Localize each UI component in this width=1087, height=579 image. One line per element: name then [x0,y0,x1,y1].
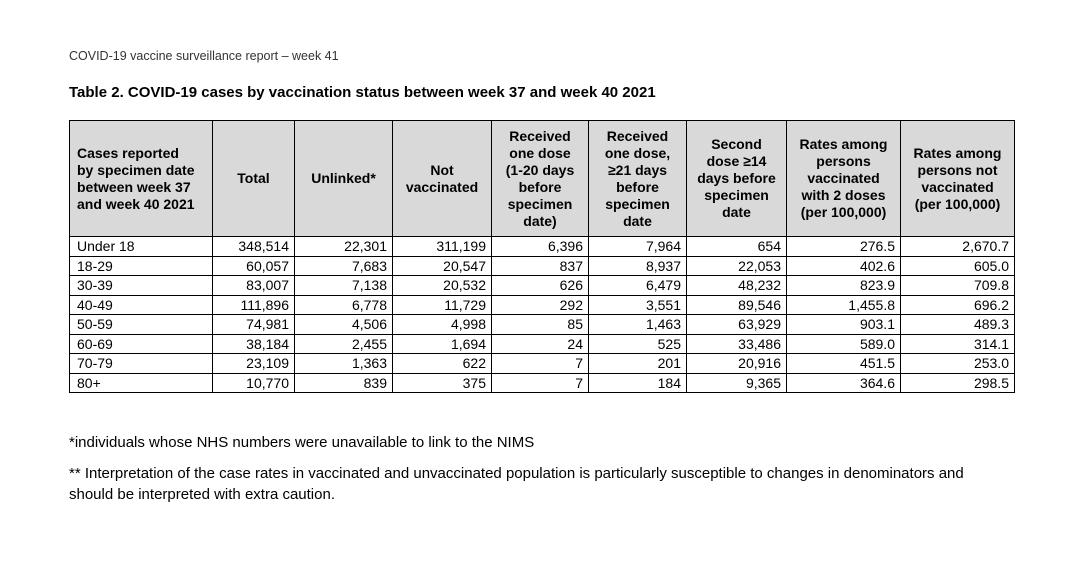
value-cell: 3,551 [588,294,687,315]
value-cell: 48,232 [686,275,787,296]
value-cell: 33,486 [686,333,787,354]
value-cell: 311,199 [392,236,492,257]
value-cell: 903.1 [786,314,901,335]
value-cell: 8,937 [588,255,687,276]
value-cell: 489.3 [900,314,1015,335]
value-cell: 20,532 [392,275,492,296]
value-cell: 22,301 [294,236,393,257]
age-group-cell: 60-69 [69,333,213,354]
value-cell: 6,479 [588,275,687,296]
value-cell: 314.1 [900,333,1015,354]
value-cell: 4,998 [392,314,492,335]
value-cell: 589.0 [786,333,901,354]
value-cell: 184 [588,372,687,393]
value-cell: 276.5 [786,236,901,257]
age-group-cell: 40-49 [69,294,213,315]
value-cell: 292 [491,294,589,315]
value-cell: 4,506 [294,314,393,335]
value-cell: 60,057 [212,255,295,276]
age-group-cell: Under 18 [69,236,213,257]
column-header: Total [212,120,295,237]
value-cell: 451.5 [786,353,901,374]
value-cell: 23,109 [212,353,295,374]
value-cell: 38,184 [212,333,295,354]
table-row: 60-69 38,184 2,455 1,694 24 525 33,486 589.0 314… [69,333,1015,354]
table-row: 30-39 83,007 7,138 20,532 626 6,479 48,232 823.… [69,275,1015,296]
value-cell: 111,896 [212,294,295,315]
table-row: 18-29 60,057 7,683 20,547 837 8,937 22,053 402.… [69,255,1015,276]
value-cell: 89,546 [686,294,787,315]
column-header: Cases reported by specimen date between … [69,120,213,237]
value-cell: 11,729 [392,294,492,315]
column-header: Received one dose (1-20 days before spec… [491,120,589,237]
footnote-unlinked: *individuals whose NHS numbers were unav… [69,434,535,451]
value-cell: 375 [392,372,492,393]
value-cell: 253.0 [900,353,1015,374]
value-cell: 7,964 [588,236,687,257]
value-cell: 83,007 [212,275,295,296]
value-cell: 364.6 [786,372,901,393]
value-cell: 1,455.8 [786,294,901,315]
column-header: Unlinked* [294,120,393,237]
value-cell: 626 [491,275,589,296]
value-cell: 9,365 [686,372,787,393]
column-header: Received one dose, ≥21 days before speci… [588,120,687,237]
value-cell: 201 [588,353,687,374]
value-cell: 525 [588,333,687,354]
age-group-cell: 80+ [69,372,213,393]
age-group-cell: 70-79 [69,353,213,374]
column-header: Not vaccinated [392,120,492,237]
running-header: COVID-19 vaccine surveillance report – w… [69,49,339,63]
value-cell: 837 [491,255,589,276]
value-cell: 6,778 [294,294,393,315]
table-title: Table 2. COVID-19 cases by vaccination s… [69,84,656,101]
cases-table: Cases reported by specimen date between … [69,120,1015,393]
value-cell: 7 [491,372,589,393]
value-cell: 823.9 [786,275,901,296]
value-cell: 1,463 [588,314,687,335]
value-cell: 74,981 [212,314,295,335]
value-cell: 7,138 [294,275,393,296]
value-cell: 7,683 [294,255,393,276]
value-cell: 22,053 [686,255,787,276]
table-row: 40-49 111,896 6,778 11,729 292 3,551 89,546 1,4… [69,294,1015,315]
age-group-cell: 50-59 [69,314,213,335]
value-cell: 402.6 [786,255,901,276]
value-cell: 2,455 [294,333,393,354]
value-cell: 2,670.7 [900,236,1015,257]
column-header: Second dose ≥14 days before specimen dat… [686,120,787,237]
table-row: 80+ 10,770 839 375 7 184 9,365 364.6 298.5 [69,372,1015,393]
value-cell: 654 [686,236,787,257]
value-cell: 839 [294,372,393,393]
value-cell: 696.2 [900,294,1015,315]
value-cell: 605.0 [900,255,1015,276]
value-cell: 85 [491,314,589,335]
value-cell: 10,770 [212,372,295,393]
age-group-cell: 30-39 [69,275,213,296]
value-cell: 622 [392,353,492,374]
value-cell: 63,929 [686,314,787,335]
value-cell: 24 [491,333,589,354]
table-row: Under 18 348,514 22,301 311,199 6,396 7,964 65… [69,236,1015,257]
value-cell: 20,547 [392,255,492,276]
value-cell: 1,694 [392,333,492,354]
value-cell: 348,514 [212,236,295,257]
value-cell: 7 [491,353,589,374]
value-cell: 6,396 [491,236,589,257]
value-cell: 709.8 [900,275,1015,296]
column-header: Rates among persons not vaccinated (per … [900,120,1015,237]
value-cell: 1,363 [294,353,393,374]
footnote-interpretation: ** Interpretation of the case rates in v… [69,465,964,503]
table-row: 70-79 23,109 1,363 622 7 201 20,916 451.5 253.0 [69,353,1015,374]
value-cell: 20,916 [686,353,787,374]
header-row: Cases reported by specimen date between … [69,120,1015,237]
value-cell: 298.5 [900,372,1015,393]
column-header: Rates among persons vaccinated with 2 do… [786,120,901,237]
age-group-cell: 18-29 [69,255,213,276]
table-row: 50-59 74,981 4,506 4,998 85 1,463 63,929 903.1 4… [69,314,1015,335]
